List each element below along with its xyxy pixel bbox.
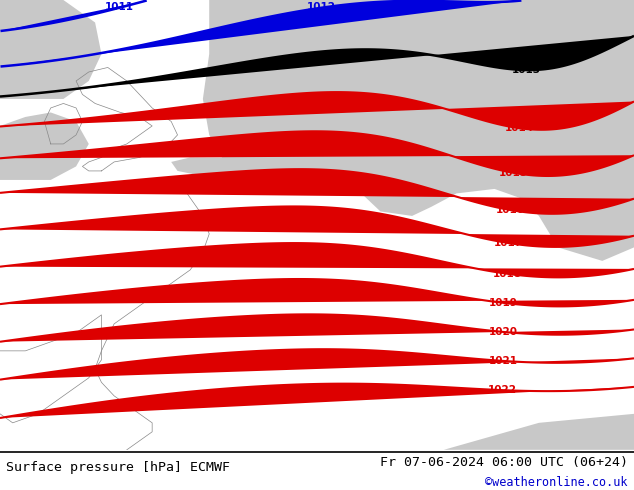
Point: [0, 446, 5, 454]
Polygon shape: [444, 414, 634, 450]
Text: 1012: 1012: [306, 2, 335, 12]
Text: 1020: 1020: [489, 327, 518, 337]
Text: 1019: 1019: [489, 298, 518, 308]
Text: Fr 07-06-2024 06:00 UTC (06+24): Fr 07-06-2024 06:00 UTC (06+24): [380, 456, 628, 469]
Point: [0, 446, 5, 454]
Text: 1011: 1011: [105, 2, 134, 12]
Point: [0, 446, 5, 454]
Text: 1018: 1018: [493, 269, 521, 279]
Polygon shape: [171, 135, 368, 194]
Text: 1015: 1015: [499, 168, 527, 178]
Point: [0, 446, 5, 454]
Text: 1017: 1017: [494, 238, 523, 248]
Polygon shape: [0, 0, 101, 99]
Text: Surface pressure [hPa] ECMWF: Surface pressure [hPa] ECMWF: [6, 462, 230, 474]
Point: [0, 446, 5, 454]
Polygon shape: [0, 113, 89, 180]
Text: 1016: 1016: [496, 205, 524, 215]
Point: [0, 446, 5, 454]
Text: 1021: 1021: [489, 356, 518, 366]
Text: 1022: 1022: [488, 385, 517, 395]
Point: [0, 446, 5, 454]
Text: 1014: 1014: [505, 123, 534, 133]
Point: [0, 446, 5, 454]
Text: 1013: 1013: [512, 65, 540, 75]
Point: [0, 446, 5, 454]
Polygon shape: [203, 0, 634, 261]
Text: ©weatheronline.co.uk: ©weatheronline.co.uk: [485, 476, 628, 490]
Point: [0, 446, 5, 454]
Point: [0, 446, 5, 454]
Point: [0, 446, 5, 454]
